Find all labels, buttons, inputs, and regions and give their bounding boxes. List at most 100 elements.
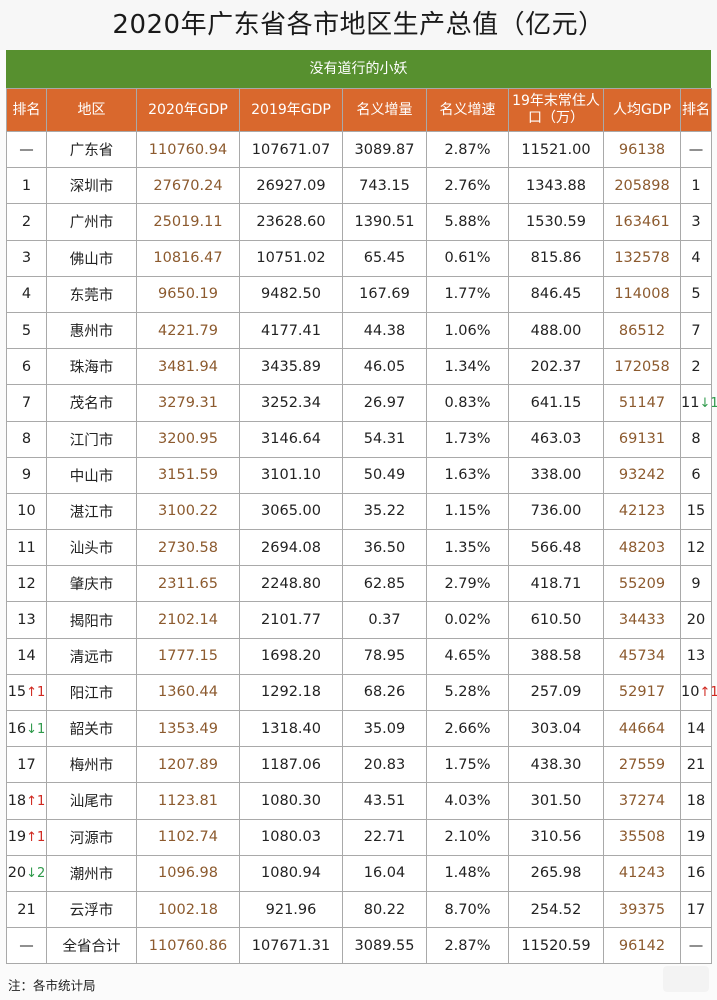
table-row: — 广东省 110760.94 107671.07 3089.87 2.87% 11521.… [6,130,712,169]
cell-population-value: 846.45 [530,286,582,303]
cell-gdp-2019-value: 3146.64 [261,431,321,448]
cell-per-capita-rank-value: 14 [686,720,706,737]
cell-gdp-2019: 26927.09 [239,167,343,205]
cell-population-value: 418.71 [530,575,582,592]
cell-per-capita-rank-value: 1 [691,177,701,194]
cell-rank: 11 [6,529,47,567]
table-row: 11 汕头市 2730.58 2694.08 36.50 1.35% 566.48 48203… [6,529,712,567]
table-row: 9 中山市 3151.59 3101.10 50.49 1.63% 338.00 93242 6 [6,456,712,494]
cell-population: 488.00 [508,311,604,350]
rank-up-arrow: ↑1 [26,793,46,809]
cell-gdp-2019-value: 1080.30 [261,792,321,809]
cell-nominal-growth-value: 5.28% [444,684,491,701]
cell-gdp-2020: 1096.98 [136,854,240,892]
cell-nominal-increase: 1390.51 [342,203,427,241]
cell-nominal-increase-value: 44.38 [363,322,406,339]
cell-population: 388.58 [508,637,604,675]
table-body: — 广东省 110760.94 107671.07 3089.87 2.87% 11521.… [6,130,717,965]
cell-gdp-2020-value: 1002.18 [158,901,218,918]
cell-per-capita-rank: 5 [680,275,712,313]
cell-region: 广州市 [46,203,137,241]
cell-region-value: 惠州市 [69,324,114,341]
table-row: 6 珠海市 3481.94 3435.89 46.05 1.34% 202.37 172058… [6,348,712,386]
cell-region-value: 潮州市 [69,866,114,883]
cell-rank: 2 [6,203,47,241]
cell-region: 梅州市 [46,746,137,784]
header-gdp-2020: 2020年GDP [136,88,240,132]
cell-gdp-2020: 10816.47 [136,239,240,277]
cell-rank: — [6,927,47,965]
cell-per-capita-gdp: 52917 [603,673,681,712]
cell-region-value: 江门市 [69,432,114,449]
cell-per-capita-rank-value: 7 [691,322,701,339]
cell-nominal-increase: 78.95 [342,637,427,675]
cell-nominal-growth: 1.15% [426,492,509,531]
table-row: 15↑1 阳江市 1360.44 1292.18 68.26 5.28% 257.09 529… [6,673,717,712]
cell-per-capita-gdp-value: 42123 [618,503,666,520]
cell-nominal-growth: 4.65% [426,637,509,675]
cell-gdp-2020: 1123.81 [136,782,240,820]
cell-nominal-increase-value: 16.04 [363,865,406,882]
cell-gdp-2019: 1080.94 [239,854,343,892]
cell-region-value: 阳江市 [69,685,114,702]
cell-nominal-growth-value: 0.83% [444,394,491,411]
gdp-table: 排名 地区 2020年GDP 2019年GDP 名义增量 名义增速 19年末常住… [6,88,717,965]
cell-gdp-2020-value: 3100.22 [158,503,218,520]
cell-nominal-growth: 1.48% [426,854,509,892]
cell-region: 广东省 [46,130,137,169]
cell-nominal-increase-value: 68.26 [363,684,406,701]
cell-gdp-2019: 2101.77 [239,601,343,639]
cell-region-value: 广东省 [69,143,114,160]
cell-nominal-increase: 3089.87 [342,130,427,169]
cell-per-capita-rank: 3 [680,203,712,241]
cell-gdp-2019-value: 1698.20 [261,648,321,665]
cell-per-capita-gdp: 96138 [603,130,681,169]
cell-gdp-2020-value: 3200.95 [158,431,218,448]
cell-region: 江门市 [46,420,137,458]
cell-gdp-2019-value: 107671.31 [251,937,331,954]
cell-population-value: 388.58 [530,648,582,665]
cell-region: 清远市 [46,637,137,675]
cell-nominal-increase: 80.22 [342,890,427,929]
cell-per-capita-gdp: 39375 [603,890,681,929]
cell-rank: 12 [6,565,47,603]
cell-rank: 16↓1 [6,709,47,748]
cell-rank-value: 8 [21,431,32,448]
cell-region: 云浮市 [46,890,137,929]
cell-gdp-2019: 10751.02 [239,239,343,277]
cell-per-capita-rank-value: 3 [691,213,701,230]
cell-rank-value: 21 [17,901,36,918]
cell-per-capita-gdp: 44664 [603,709,681,748]
cell-per-capita-rank: 15 [680,492,712,531]
cell-rank-value: 5 [21,322,32,339]
cell-population: 641.15 [508,384,604,422]
cell-per-capita-rank: 18 [680,782,712,820]
cell-region: 阳江市 [46,673,137,712]
cell-gdp-2020-value: 4221.79 [158,322,218,339]
cell-population-value: 1343.88 [526,177,586,194]
cell-rank: 20↓2 [6,854,47,892]
cell-nominal-increase-value: 62.85 [363,575,406,592]
cell-population-value: 257.09 [530,684,582,701]
cell-region-value: 中山市 [69,468,114,485]
cell-population-value: 736.00 [530,503,582,520]
cell-population: 846.45 [508,275,604,313]
cell-gdp-2020: 9650.19 [136,275,240,313]
cell-nominal-growth-value: 1.75% [444,756,491,773]
cell-nominal-growth: 2.79% [426,565,509,603]
cell-region-value: 汕头市 [69,541,114,558]
table-row: 20↓2 潮州市 1096.98 1080.94 16.04 1.48% 265.98 412… [6,854,712,892]
cell-nominal-growth: 4.03% [426,782,509,820]
cell-gdp-2019-value: 921.96 [265,901,317,918]
cell-per-capita-gdp-value: 172058 [614,358,670,375]
cell-nominal-growth-value: 1.77% [444,286,491,303]
cell-nominal-increase: 743.15 [342,167,427,205]
cell-rank: 7 [6,384,47,422]
cell-rank: 3 [6,239,47,277]
cell-per-capita-gdp: 96142 [603,927,681,965]
cell-region: 汕头市 [46,529,137,567]
cell-gdp-2020-value: 27670.24 [153,177,223,194]
cell-rank: 15↑1 [6,673,47,712]
cell-gdp-2019-value: 3101.10 [261,467,321,484]
cell-gdp-2019: 23628.60 [239,203,343,241]
